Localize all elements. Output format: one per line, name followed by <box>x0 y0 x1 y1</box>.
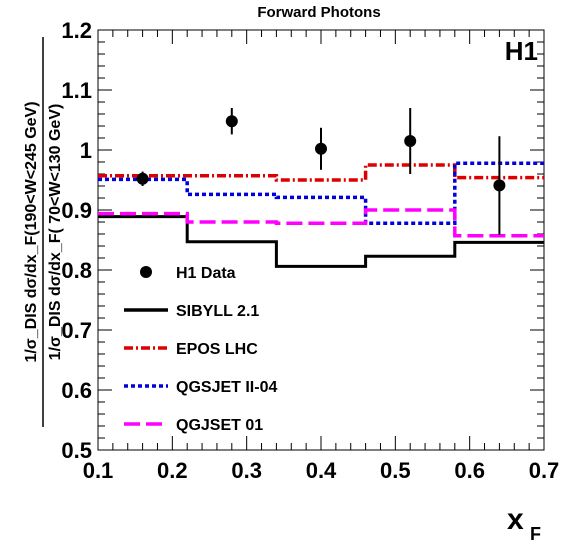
legend: H1 Data SIBYLL 2.1 EPOS LHC QGSJET II-04 QGJ… <box>124 265 277 434</box>
data-points-layer <box>136 108 506 235</box>
y-tick-label: 0.9 <box>61 198 92 223</box>
y-tick-label: 0.8 <box>61 258 92 283</box>
y-tick-label: 0.7 <box>61 318 92 343</box>
y-axis-label-denominator: 1/σ_DIS dσ/dx_F( 70<W<130 GeV) <box>47 104 64 361</box>
y-tick-label: 1.2 <box>61 18 92 43</box>
y-axis-label-numerator: 1/σ_DIS dσ/dx_F(190<W<245 GeV) <box>23 101 40 362</box>
data-point <box>493 179 506 192</box>
x-axis-label-main: x <box>507 503 524 536</box>
x-tick-label: 0.7 <box>529 458 560 483</box>
y-tick-label: 0.6 <box>61 378 92 403</box>
data-point <box>315 142 327 155</box>
x-tick-label: 0.6 <box>454 458 485 483</box>
x-tick-label: 0.5 <box>380 458 411 483</box>
series-qgjset-01-line <box>98 208 544 238</box>
series-sibyll-2-1-line <box>98 215 544 268</box>
x-axis-label: x F <box>507 503 541 544</box>
data-point <box>136 172 149 185</box>
legend-label: QGSJET II-04 <box>176 379 277 396</box>
data-point <box>404 135 417 147</box>
y-axis: 0.5 0.6 0.7 0.8 0.9 1 1.1 1.2 <box>61 18 544 463</box>
legend-marker <box>140 266 152 278</box>
plot-frame <box>97 29 545 451</box>
y-axis-label: 1/σ_DIS dσ/dx_F(190<W<245 GeV) 1/σ_DIS d… <box>23 37 64 427</box>
x-axis-label-sub: F <box>530 524 541 544</box>
h1-badge: H1 <box>505 36 538 66</box>
y-tick-label: 0.5 <box>61 438 92 463</box>
y-tick-label: 1.1 <box>61 78 92 103</box>
legend-label: QGJSET 01 <box>176 417 263 434</box>
y-tick-label: 1 <box>80 138 92 163</box>
series-qgsjet-ii-04-line <box>98 161 544 225</box>
x-tick-label: 0.1 <box>83 458 114 483</box>
x-axis: 0.1 0.2 0.3 0.4 0.5 0.6 0.7 <box>83 30 560 483</box>
x-tick-label: 0.2 <box>157 458 188 483</box>
legend-label: H1 Data <box>176 265 236 282</box>
chart-title: Forward Photons <box>257 4 380 21</box>
data-point <box>225 115 238 128</box>
series-layer <box>98 161 544 268</box>
legend-label: EPOS LHC <box>176 341 258 358</box>
x-tick-label: 0.3 <box>231 458 262 483</box>
x-tick-label: 0.4 <box>306 458 337 483</box>
legend-label: SIBYLL 2.1 <box>176 303 259 320</box>
